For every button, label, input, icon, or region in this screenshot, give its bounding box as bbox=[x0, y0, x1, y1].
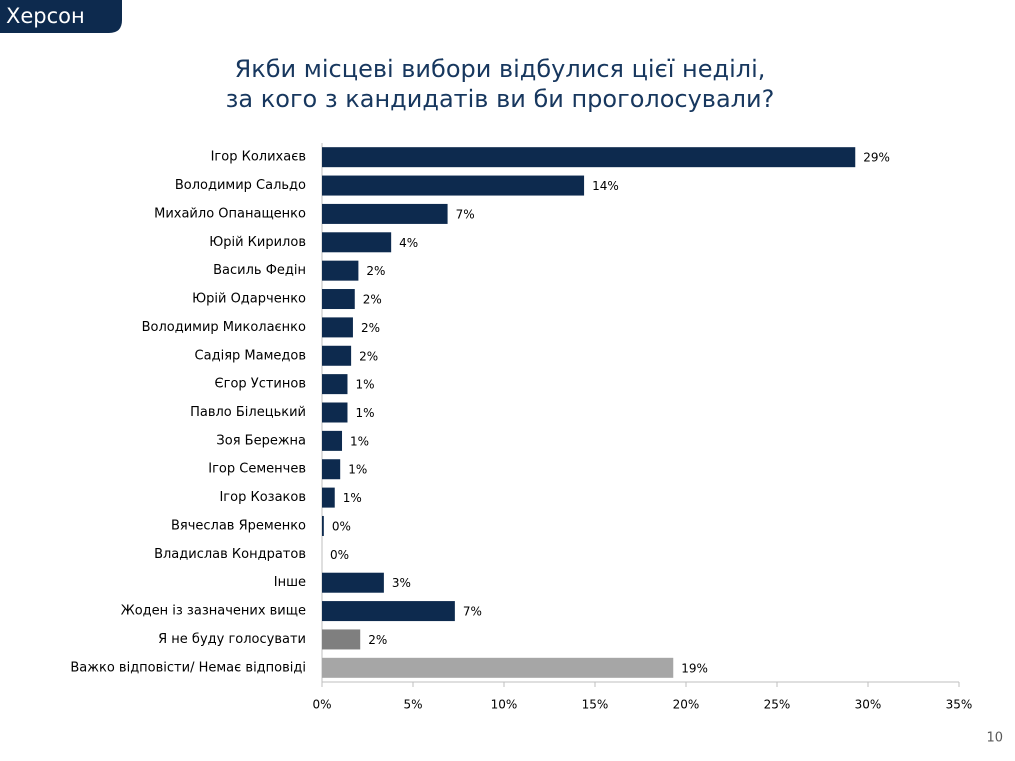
value-label: 0% bbox=[330, 548, 349, 562]
value-label: 3% bbox=[392, 576, 411, 590]
chart-title: за кого з кандидатів ви би проголосували… bbox=[226, 85, 775, 113]
category-label: Жоден із зазначених вище bbox=[121, 604, 306, 619]
bar bbox=[322, 515, 324, 536]
bar bbox=[322, 345, 352, 366]
bar bbox=[322, 487, 335, 508]
chart-title: Якби місцеві вибори відбулися цієї неділ… bbox=[235, 55, 766, 83]
x-tick-label: 20% bbox=[673, 698, 700, 712]
category-label: Я не буду голосувати bbox=[158, 632, 306, 647]
category-label: Ігор Козаков bbox=[219, 490, 306, 505]
category-label: Михайло Опанащенко bbox=[154, 206, 306, 221]
bar bbox=[322, 374, 348, 395]
category-label: Володимир Сальдо bbox=[175, 178, 306, 193]
category-label: Зоя Бережна bbox=[216, 433, 306, 448]
category-label: Василь Федін bbox=[213, 263, 306, 278]
x-tick-label: 0% bbox=[312, 698, 331, 712]
category-label: Вячеслав Яременко bbox=[171, 518, 306, 533]
x-tick-label: 35% bbox=[946, 698, 973, 712]
header-tag-bg bbox=[0, 0, 122, 33]
value-label: 7% bbox=[463, 605, 482, 619]
category-label: Володимир Миколаєнко bbox=[142, 320, 306, 335]
category-label: Єгор Устинов bbox=[215, 377, 306, 392]
value-label: 19% bbox=[681, 661, 708, 675]
value-label: 2% bbox=[368, 633, 387, 647]
category-label: Павло Білецький bbox=[190, 405, 306, 420]
value-label: 1% bbox=[348, 463, 367, 477]
value-label: 1% bbox=[355, 406, 374, 420]
value-label: 4% bbox=[399, 236, 418, 250]
x-tick-label: 25% bbox=[764, 698, 791, 712]
page-number: 10 bbox=[986, 731, 1003, 746]
value-label: 0% bbox=[332, 519, 351, 533]
category-label: Юрій Кирилов bbox=[209, 235, 306, 250]
x-tick-label: 30% bbox=[855, 698, 882, 712]
bar bbox=[322, 317, 353, 338]
category-label: Садіяр Мамедов bbox=[195, 348, 306, 363]
value-label: 1% bbox=[350, 434, 369, 448]
value-label: 29% bbox=[863, 151, 890, 165]
value-label: 7% bbox=[456, 207, 475, 221]
bar bbox=[322, 232, 392, 253]
bar bbox=[322, 260, 359, 281]
bar bbox=[322, 147, 856, 168]
bar bbox=[322, 175, 585, 196]
category-label: Юрій Одарченко bbox=[192, 292, 306, 307]
bar bbox=[322, 601, 455, 622]
value-label: 2% bbox=[366, 264, 385, 278]
bar bbox=[322, 459, 341, 480]
category-label: Інше bbox=[274, 575, 306, 590]
bar bbox=[322, 657, 674, 678]
bar bbox=[322, 289, 355, 310]
category-label: Владислав Кондратов bbox=[154, 547, 306, 562]
bar bbox=[322, 402, 348, 423]
category-label: Важко відповісти/ Немає відповіді bbox=[70, 660, 306, 675]
category-label: Ігор Семенчев bbox=[208, 462, 306, 477]
bar bbox=[322, 203, 448, 224]
value-label: 1% bbox=[343, 491, 362, 505]
value-label: 14% bbox=[592, 179, 619, 193]
value-label: 2% bbox=[361, 321, 380, 335]
x-tick-label: 10% bbox=[491, 698, 518, 712]
bar bbox=[322, 629, 361, 650]
category-label: Ігор Колихаєв bbox=[211, 150, 306, 165]
value-label: 2% bbox=[359, 349, 378, 363]
x-tick-label: 5% bbox=[403, 698, 422, 712]
bar bbox=[322, 572, 384, 593]
value-label: 2% bbox=[363, 293, 382, 307]
x-tick-label: 15% bbox=[582, 698, 609, 712]
bar bbox=[322, 430, 343, 451]
header-tag: Херсон bbox=[6, 4, 85, 28]
value-label: 1% bbox=[355, 378, 374, 392]
